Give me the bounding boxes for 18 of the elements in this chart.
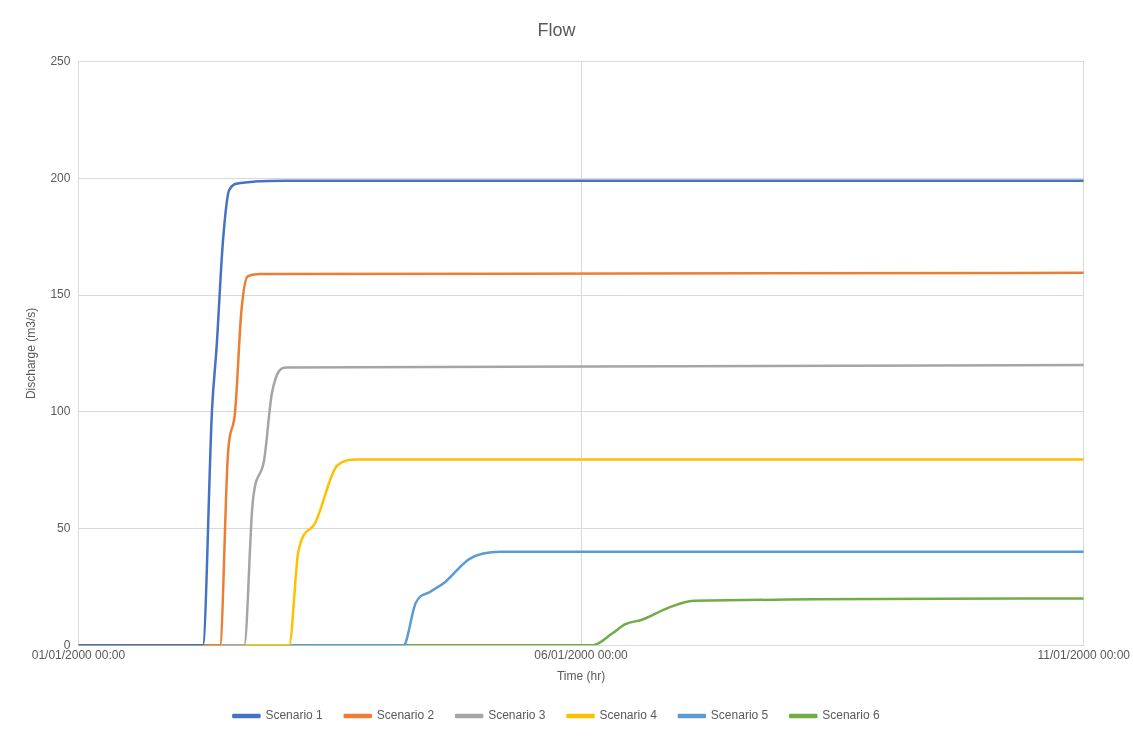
legend-label: Scenario 1 xyxy=(265,708,324,723)
line-series xyxy=(78,179,1084,646)
legend-label: Scenario 2 xyxy=(376,708,435,723)
legend-label: Scenario 4 xyxy=(599,708,658,723)
y-tick-label: 150 xyxy=(50,287,71,302)
x-tick-label: 06/01/2000 00:00 xyxy=(534,647,629,662)
y-tick-label: 100 xyxy=(50,404,71,419)
y-tick-label: 50 xyxy=(57,520,71,535)
y-axis-title: Discharge (m3/s) xyxy=(23,307,38,400)
y-tick-label: 200 xyxy=(50,170,71,185)
legend-label: Scenario 3 xyxy=(488,708,546,723)
x-tick-label: 11/01/2000 00:00 xyxy=(1037,647,1131,662)
y-tick-label: 250 xyxy=(50,53,71,68)
legend-label: Scenario 6 xyxy=(822,708,880,723)
chart-title: Flow xyxy=(537,19,577,40)
legend-label: Scenario 5 xyxy=(710,708,769,723)
x-tick-label: 01/01/2000 00:00 xyxy=(31,647,126,662)
x-axis-title: Time (hr) xyxy=(556,669,606,684)
